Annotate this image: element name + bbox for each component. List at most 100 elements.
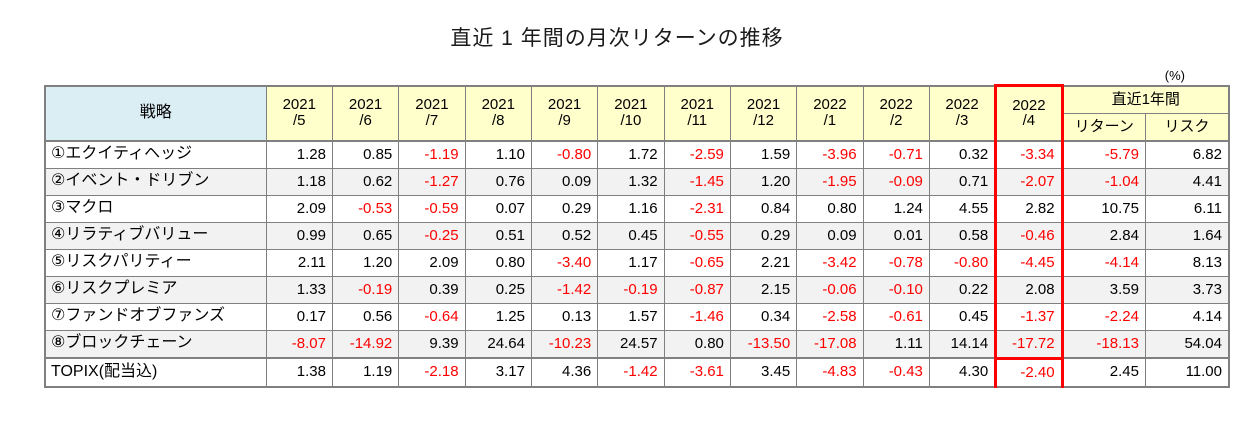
value-cell: 3.17	[464, 357, 532, 387]
value-cell: 0.76	[464, 167, 532, 196]
value-cell: 4.36	[530, 357, 599, 387]
value-cell: -0.10	[862, 275, 930, 304]
value-cell: 1.11	[862, 329, 930, 359]
value-cell: -17.72	[994, 329, 1064, 360]
value-cell: -0.55	[663, 221, 731, 250]
value-cell: 3.45	[729, 357, 798, 387]
value-cell: -0.19	[331, 275, 400, 304]
value-cell: 1.32	[597, 167, 665, 196]
header-row-top: 戦略 2021/5 2021/6 2021/7 2021/8 2021/9 2021/10…	[44, 84, 1230, 142]
value-cell: 0.56	[331, 302, 400, 331]
value-cell: 2.08	[994, 275, 1064, 304]
value-cell: 24.57	[597, 329, 665, 359]
value-cell: 0.13	[530, 302, 599, 331]
value-cell: -0.78	[862, 248, 930, 277]
value-cell: 0.51	[464, 221, 532, 250]
risk-cell: 6.11	[1144, 194, 1230, 223]
value-cell: -0.53	[331, 194, 400, 223]
value-cell: -0.64	[398, 302, 466, 331]
table-row: ⑥リスクプレミア 1.33 -0.19 0.39 0.25 -1.42 -0.19 -0.87…	[44, 275, 1230, 304]
value-cell: 1.18	[265, 167, 333, 196]
value-cell: 0.58	[928, 221, 997, 250]
strategy-name: ③マクロ	[44, 194, 267, 223]
value-cell: -0.09	[862, 167, 930, 196]
value-cell: -3.42	[796, 248, 864, 277]
value-cell: 0.09	[530, 167, 599, 196]
value-cell: 2.09	[265, 194, 333, 223]
strategy-column-header: 戦略	[44, 85, 267, 142]
value-cell: 0.01	[862, 221, 930, 250]
value-cell: 9.39	[398, 329, 466, 359]
value-cell: -3.34	[994, 140, 1064, 169]
risk-cell: 1.64	[1144, 221, 1230, 250]
value-cell: 1.24	[862, 194, 930, 223]
value-cell: -13.50	[729, 329, 798, 359]
value-cell: -2.59	[663, 140, 731, 169]
risk-cell: 4.14	[1144, 302, 1230, 331]
header-row-sub: リターン リスク	[45, 112, 1230, 142]
value-cell: -8.07	[265, 329, 333, 359]
value-cell: -10.23	[530, 329, 599, 359]
value-cell: 0.62	[331, 167, 400, 196]
value-cell: -0.80	[928, 248, 997, 277]
column-header-2021-10: 2021/10	[597, 85, 665, 142]
value-cell: 4.30	[928, 357, 997, 387]
return-cell: -18.13	[1061, 329, 1146, 359]
value-cell: -0.25	[398, 221, 466, 250]
value-cell: 1.33	[265, 275, 333, 304]
value-cell: 0.29	[530, 194, 599, 223]
column-header-2021-12: 2021/12	[729, 85, 798, 142]
value-cell: 0.52	[530, 221, 599, 250]
value-cell: 0.32	[928, 140, 997, 169]
value-cell: -0.87	[663, 275, 731, 304]
value-cell: -4.45	[994, 248, 1064, 277]
value-cell: -2.31	[663, 194, 731, 223]
value-cell: 24.64	[464, 329, 532, 359]
value-cell: 1.20	[729, 167, 798, 196]
table-row: ①エクイティヘッジ 1.28 0.85 -1.19 1.10 -0.80 1.72 -2.59…	[44, 140, 1230, 169]
value-cell: 0.45	[597, 221, 665, 250]
value-cell: -1.37	[994, 302, 1064, 331]
value-cell: -1.45	[663, 167, 731, 196]
table-row: ⑧ブロックチェーン -8.07 -14.92 9.39 24.64 -10.23 24.57…	[44, 329, 1230, 360]
value-cell: -0.61	[862, 302, 930, 331]
column-header-2022-3: 2022/3	[928, 85, 997, 142]
value-cell: -0.46	[994, 221, 1064, 250]
value-cell: -3.61	[663, 357, 731, 387]
column-header-2021-7: 2021/7	[398, 85, 466, 142]
value-cell: 1.28	[265, 140, 333, 169]
column-header-2022-4: 2022/4	[994, 84, 1064, 142]
value-cell: 1.38	[265, 357, 333, 387]
value-cell: 2.09	[398, 248, 466, 277]
value-cell: -0.19	[597, 275, 665, 304]
value-cell: -0.59	[398, 194, 466, 223]
value-cell: -0.65	[663, 248, 731, 277]
value-cell: 0.99	[265, 221, 333, 250]
strategy-name: ⑧ブロックチェーン	[44, 329, 267, 359]
risk-cell: 6.82	[1144, 140, 1230, 169]
value-cell: 1.59	[729, 140, 798, 169]
value-cell: -2.18	[398, 357, 466, 387]
value-cell: -0.43	[862, 357, 930, 387]
value-cell: -14.92	[331, 329, 400, 359]
value-cell: -2.58	[796, 302, 864, 331]
unit-label: (%)	[1164, 68, 1185, 83]
value-cell: 2.21	[729, 248, 798, 277]
value-cell: 0.85	[331, 140, 400, 169]
value-cell: -2.40	[994, 357, 1064, 387]
value-cell: -1.42	[530, 275, 599, 304]
column-header-2021-8: 2021/8	[464, 85, 532, 142]
return-column-header: リターン	[1061, 112, 1146, 142]
return-cell: -5.79	[1061, 140, 1146, 169]
table-row: TOPIX(配当込) 1.38 1.19 -2.18 3.17 4.36 -1.42 -3.6…	[44, 357, 1230, 387]
value-cell: 0.09	[796, 221, 864, 250]
return-cell: 3.59	[1061, 275, 1146, 304]
page-title: 直近 1 年間の月次リターンの推移	[450, 27, 784, 50]
strategy-name: ⑤リスクパリティー	[44, 248, 267, 277]
value-cell: 1.17	[597, 248, 665, 277]
value-cell: 0.34	[729, 302, 798, 331]
table-row: ②イベント・ドリブン 1.18 0.62 -1.27 0.76 0.09 1.32 -1.45…	[44, 167, 1230, 196]
value-cell: 2.11	[265, 248, 333, 277]
value-cell: -3.96	[796, 140, 864, 169]
column-header-2021-6: 2021/6	[331, 85, 400, 142]
